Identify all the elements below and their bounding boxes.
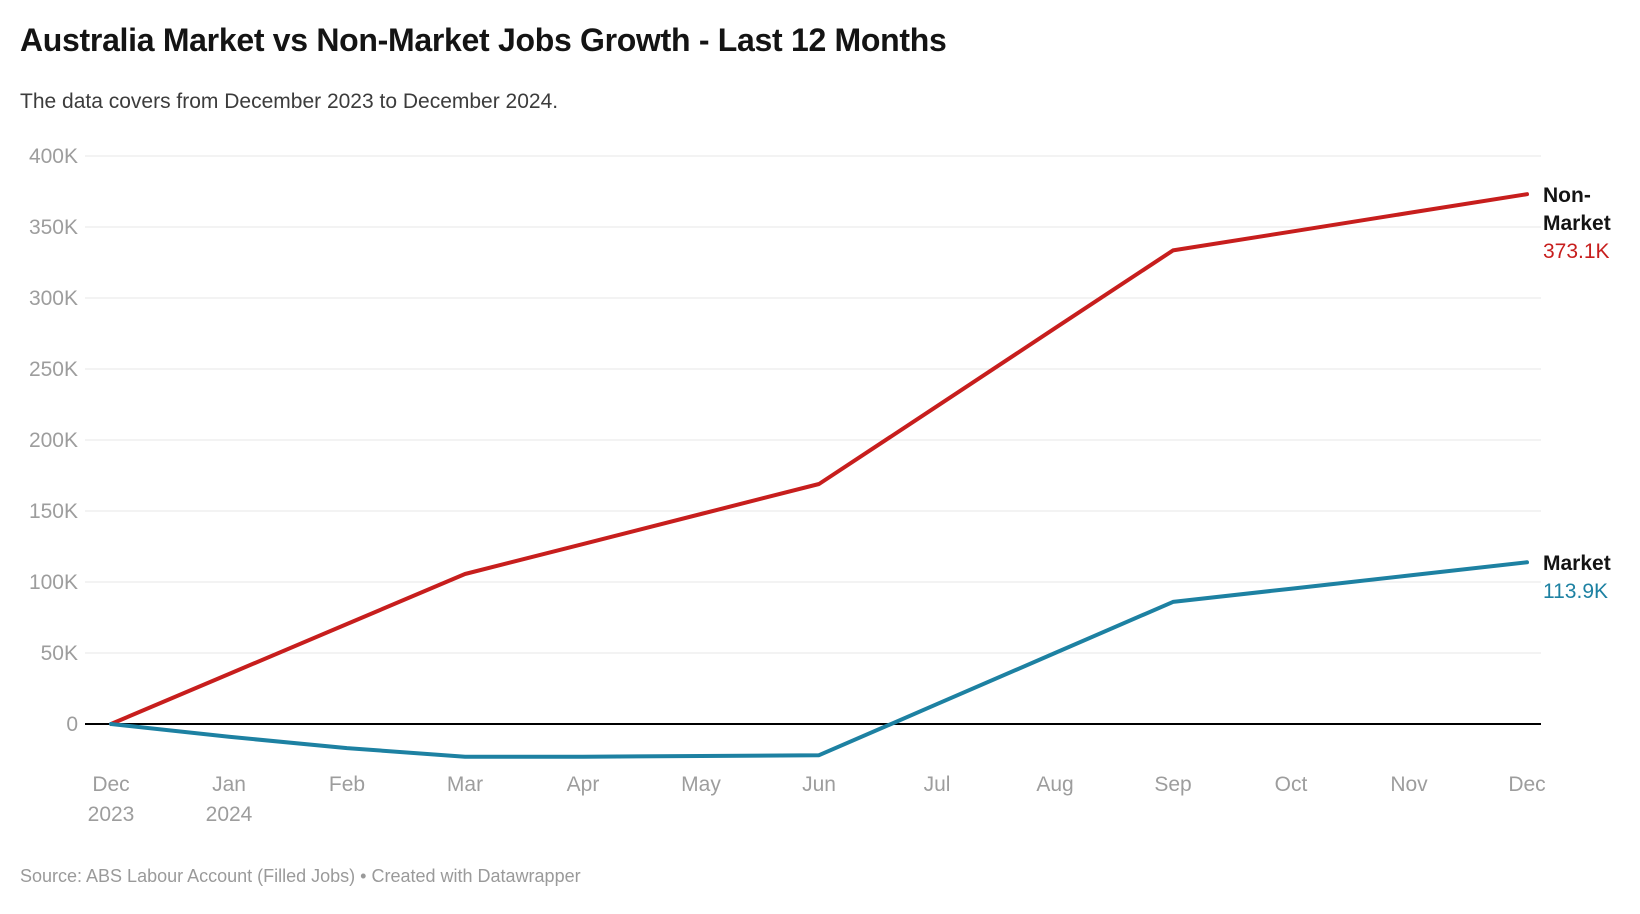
x-tick-label: Oct [1275, 773, 1308, 796]
chart-subtitle: The data covers from December 2023 to De… [20, 90, 559, 113]
series-name-non-market: Non-Market [1543, 184, 1611, 235]
series-line-market [109, 560, 1529, 759]
x-tick-label: Jan [212, 773, 246, 796]
line-chart-canvas: 0 50K 100K 150K 200K 250K 300K 350K 400K Dec 2023 J… [29, 145, 1546, 826]
y-tick-label: 250K [29, 358, 78, 381]
x-tick-label: Nov [1390, 773, 1428, 796]
y-tick-label: 350K [29, 216, 78, 239]
y-tick-label: 100K [29, 571, 78, 594]
x-tick-label: Aug [1036, 773, 1073, 796]
x-tick-label: Jul [924, 773, 951, 796]
x-tick-year-label: 2023 [88, 803, 135, 826]
series-end-label-non-market: Non-Market 373.1K [1543, 182, 1639, 266]
y-tick-label: 0 [66, 713, 78, 736]
chart-title: Australia Market vs Non-Market Jobs Grow… [20, 22, 947, 58]
x-tick-label: Dec [92, 773, 129, 796]
series-line-non-market [109, 192, 1529, 726]
x-tick-label: Sep [1154, 773, 1191, 796]
x-tick-year-label: 2024 [206, 803, 253, 826]
series-end-label-market: Market 113.9K [1543, 550, 1639, 606]
y-tick-label: 400K [29, 145, 78, 168]
x-tick-label: Dec [1508, 773, 1545, 796]
series-end-value-market: 113.9K [1543, 580, 1608, 603]
series-name-market: Market [1543, 552, 1611, 575]
x-tick-label: Mar [447, 773, 483, 796]
x-tick-label: Apr [567, 773, 600, 796]
y-tick-label: 50K [41, 642, 78, 665]
x-tick-label: Feb [329, 773, 365, 796]
y-tick-label: 200K [29, 429, 78, 452]
y-tick-label: 150K [29, 500, 78, 523]
series-end-value-non-market: 373.1K [1543, 240, 1610, 263]
x-tick-label: May [681, 773, 721, 796]
source-attribution: Source: ABS Labour Account (Filled Jobs)… [20, 866, 581, 886]
x-tick-label: Jun [802, 773, 836, 796]
y-tick-label: 300K [29, 287, 78, 310]
